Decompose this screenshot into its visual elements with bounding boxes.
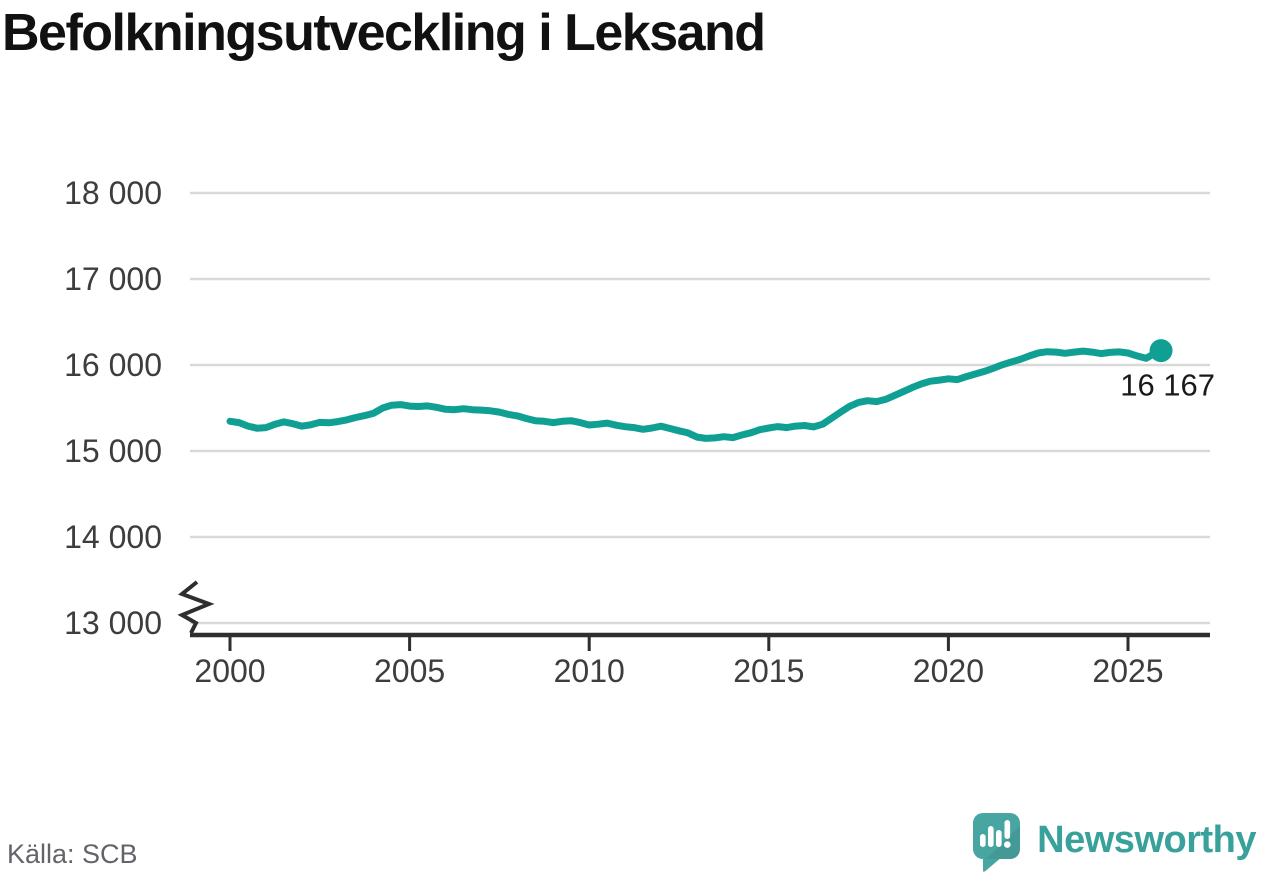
axis-break-icon	[177, 580, 215, 634]
y-tick-label-14000: 14 000	[64, 519, 162, 555]
y-tick-label-15000: 15 000	[64, 433, 162, 469]
source-label: Källa: SCB	[7, 839, 138, 869]
y-tick-label-16000: 16 000	[64, 347, 162, 383]
x-tick-label-2010: 2010	[554, 653, 625, 689]
latest-point-marker	[1149, 339, 1173, 363]
latest-value-label: 16 167	[1120, 368, 1215, 403]
x-tick-label-2025: 2025	[1092, 653, 1163, 689]
newsworthy-logo: Newsworthy	[972, 813, 1256, 873]
chart-title: Befolkningsutveckling i Leksand	[2, 4, 766, 62]
y-tick-label-13000: 13 000	[64, 605, 162, 641]
x-tick-label-2000: 2000	[194, 653, 265, 689]
y-tick-label-18000: 18 000	[64, 175, 162, 211]
y-tick-label-17000: 17 000	[64, 261, 162, 297]
x-tick-label-2005: 2005	[374, 653, 445, 689]
newsworthy-logo-icon	[973, 813, 1021, 872]
population-line	[226, 347, 1165, 442]
x-tick-label-2020: 2020	[913, 653, 984, 689]
newsworthy-wordmark: Newsworthy	[1037, 819, 1256, 861]
x-tick-label-2015: 2015	[733, 653, 804, 689]
